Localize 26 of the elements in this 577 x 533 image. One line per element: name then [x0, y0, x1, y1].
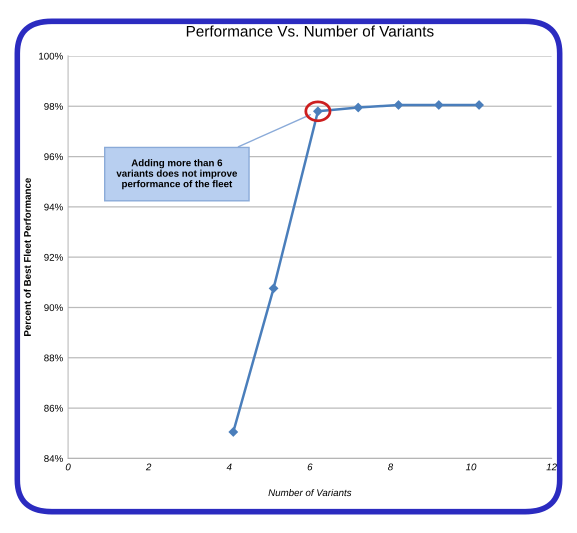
x-tick-label: 4	[226, 464, 232, 470]
y-tick-label: 100%	[39, 52, 63, 60]
x-tick-label: 10	[466, 464, 476, 470]
x-tick-label: 0	[66, 464, 71, 470]
x-tick-label: 6	[308, 464, 313, 470]
x-tick-label: 12	[546, 464, 557, 470]
x-tick-label: 2	[146, 464, 152, 470]
point	[434, 100, 444, 110]
y-tick-label: 94%	[44, 204, 63, 210]
y-tick-label: 96%	[44, 153, 63, 160]
annotation: Adding more than 6 variants does not improve performance of the fleet	[116, 159, 238, 190]
y-tick-label: 92%	[44, 254, 63, 261]
chart-title: Performance Vs. Number of Variants	[186, 25, 434, 37]
point	[474, 100, 484, 110]
point	[268, 284, 278, 293]
y-tick-label: 90%	[44, 304, 63, 312]
point	[228, 427, 238, 437]
y-tick-label: 88%	[44, 354, 63, 362]
y-tick-label: 98%	[44, 103, 63, 110]
point	[354, 102, 363, 112]
x-tick-label: 8	[388, 464, 394, 470]
y-tick-label: 86%	[44, 404, 63, 412]
point	[394, 100, 404, 110]
y-axis-title: Percent of Best Fleet Performance	[24, 178, 31, 336]
y-tick-label: 84%	[44, 455, 63, 462]
x-axis-title: Number of Variants	[268, 488, 352, 496]
